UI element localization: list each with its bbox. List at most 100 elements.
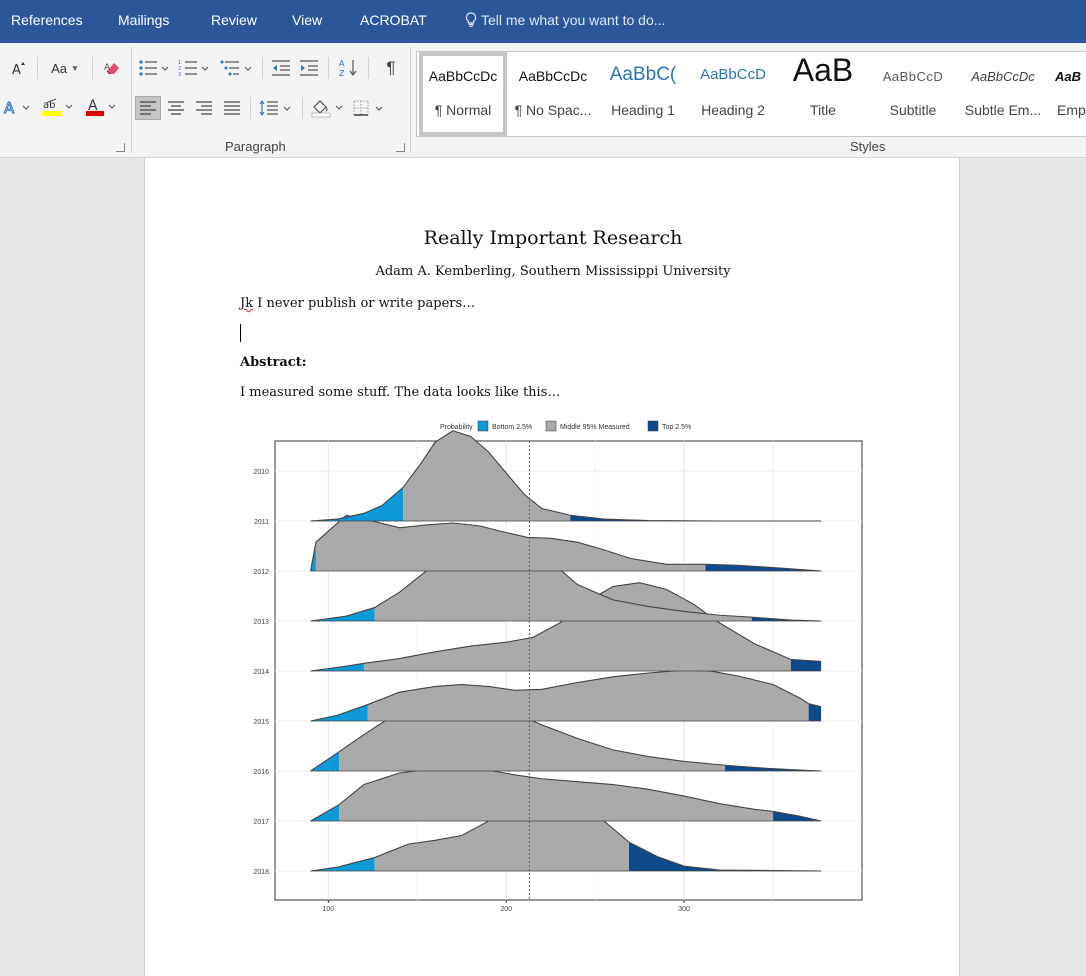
- shading-button[interactable]: [308, 96, 348, 120]
- style-sample: AaBbCcD: [700, 66, 766, 83]
- legend-swatch: [477, 420, 489, 432]
- y-tick-label: 2011: [254, 519, 269, 526]
- abstract-text: I measured some stuff. The data looks li…: [240, 385, 561, 400]
- increase-indent-icon: [300, 60, 318, 76]
- separator: [368, 57, 369, 79]
- svg-text:ab: ab: [43, 100, 55, 111]
- numbering-icon: 123: [178, 60, 209, 77]
- bottom-2-5-area: [310, 663, 364, 671]
- separator: [250, 97, 251, 119]
- align-right-button[interactable]: [191, 96, 217, 120]
- bullets-button[interactable]: [136, 56, 174, 80]
- style-emphasis[interactable]: AaB Emp: [1049, 52, 1086, 136]
- style-name: Subtle Em...: [964, 102, 1042, 118]
- style-heading-2[interactable]: AaBbCcD Heading 2: [689, 52, 777, 136]
- decrease-indent-button[interactable]: [268, 56, 294, 80]
- lightbulb-icon: [465, 12, 477, 27]
- y-tick-label: 2012: [253, 569, 269, 576]
- text-effects-icon: A: [4, 99, 30, 116]
- tab-references[interactable]: References: [11, 12, 83, 28]
- separator: [328, 57, 329, 79]
- style-title[interactable]: AaB Title: [779, 52, 867, 136]
- x-tick-label: 100: [323, 906, 335, 913]
- ridgeline-chart-svg: 2010 2011 2012 2013 2014 2015 2016 2017 2018 100 2…: [253, 420, 863, 913]
- separator: [262, 57, 263, 79]
- style-sample: AaB: [792, 52, 854, 88]
- style-sample: AaBbCcDc: [428, 68, 498, 84]
- text-cursor: [240, 324, 241, 342]
- show-formatting-button[interactable]: ¶: [378, 56, 404, 80]
- font-color-icon: A: [86, 98, 116, 116]
- change-case-button[interactable]: Aa ▼: [44, 56, 86, 80]
- paint-bucket-icon: [311, 100, 343, 118]
- bottom-2-5-area: [310, 704, 368, 721]
- tab-view[interactable]: View: [292, 12, 323, 28]
- font-color-button[interactable]: A: [82, 95, 120, 119]
- legend-swatch: [647, 420, 659, 432]
- misspelled-word[interactable]: Jk: [240, 296, 254, 311]
- align-center-icon: [168, 101, 184, 115]
- style-subtle-emphasis[interactable]: AaBbCcDc Subtle Em...: [959, 52, 1047, 136]
- density-outline: [310, 430, 822, 522]
- bottom-2-5-area: [310, 607, 375, 621]
- clear-formatting-button[interactable]: A: [99, 56, 127, 80]
- bullets-icon: [139, 60, 169, 76]
- density-outline: [310, 669, 822, 722]
- middle-95-area: [363, 582, 791, 671]
- align-center-button[interactable]: [163, 96, 189, 120]
- legend-label: Middle 95% Measured: [560, 424, 630, 431]
- multilevel-list-button[interactable]: [217, 56, 257, 80]
- svg-text:Z: Z: [339, 69, 345, 78]
- style-no-spacing[interactable]: AaBbCcDc ¶ No Spac...: [509, 52, 597, 136]
- paragraph-dialog-launcher[interactable]: [396, 143, 405, 152]
- y-tick-label: 2014: [253, 669, 269, 676]
- y-tick-label: 2018: [253, 869, 269, 876]
- tell-me-text: Tell me what you want to do...: [481, 12, 666, 28]
- svg-text:2: 2: [178, 66, 181, 72]
- style-name: Heading 1: [611, 102, 675, 118]
- y-tick-label: 2016: [253, 769, 269, 776]
- y-tick-label: 2017: [253, 819, 269, 826]
- density-outline: [310, 766, 822, 822]
- style-subtitle[interactable]: AaBbCcD Subtitle: [869, 52, 957, 136]
- borders-button[interactable]: [350, 96, 390, 120]
- grow-font-button[interactable]: A: [2, 56, 32, 80]
- line-spacing-button[interactable]: [256, 96, 296, 120]
- style-normal[interactable]: AaBbCcDc ¶ Normal: [419, 52, 507, 136]
- middle-95-area: [315, 515, 706, 571]
- style-name: ¶ Normal: [434, 102, 492, 118]
- top-2-5-area: [725, 765, 822, 771]
- grow-font-icon: A: [12, 62, 25, 77]
- separator: [92, 57, 93, 79]
- justify-button[interactable]: [219, 96, 245, 120]
- document-page[interactable]: Really Important Research Adam A. Kember…: [144, 158, 960, 976]
- top-2-5-area: [808, 703, 822, 721]
- tell-me-box[interactable]: Tell me what you want to do...: [465, 12, 665, 28]
- group-separator: [410, 47, 411, 153]
- text-effects-button[interactable]: A: [0, 95, 36, 119]
- style-heading-1[interactable]: AaBbC( Heading 1: [599, 52, 687, 136]
- font-dialog-launcher[interactable]: [116, 143, 125, 152]
- tab-mailings[interactable]: Mailings: [118, 12, 170, 28]
- align-left-button[interactable]: [135, 96, 161, 120]
- document-author: Adam A. Kemberling, Southern Mississippi…: [375, 264, 731, 279]
- middle-95-area: [367, 670, 809, 721]
- document-title: Really Important Research: [423, 227, 683, 249]
- style-sample: AaB: [1055, 69, 1082, 84]
- increase-indent-button[interactable]: [296, 56, 322, 80]
- line-spacing-icon: [259, 100, 291, 116]
- middle-95-area: [339, 767, 774, 821]
- multilevel-list-icon: [220, 60, 252, 76]
- decrease-indent-icon: [272, 60, 290, 76]
- highlight-button[interactable]: ab: [38, 95, 78, 119]
- svg-text:A: A: [4, 99, 15, 116]
- tab-acrobat[interactable]: ACROBAT: [360, 12, 427, 28]
- tab-review[interactable]: Review: [211, 12, 257, 28]
- style-sample: AaBbCcDc: [971, 69, 1035, 84]
- sort-icon: AZ: [339, 59, 357, 78]
- svg-text:A: A: [12, 63, 21, 77]
- y-tick-label: 2010: [253, 469, 269, 476]
